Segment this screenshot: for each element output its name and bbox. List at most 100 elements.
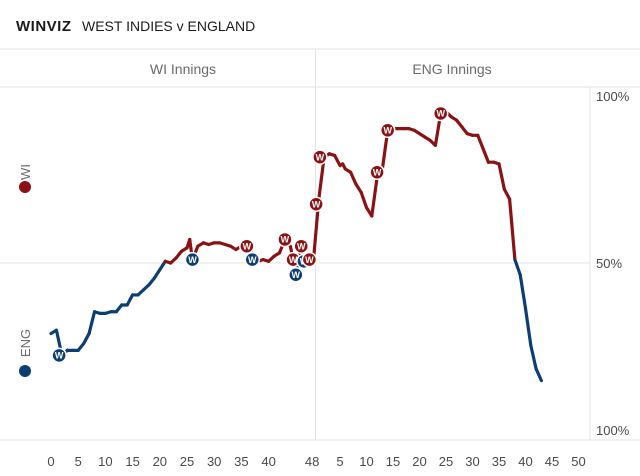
x-tick-label: 35: [492, 454, 506, 469]
series-line-segment: [534, 367, 544, 383]
wicket-circle: [308, 196, 324, 212]
wicket-circle: [432, 105, 449, 122]
series-line-segment: [481, 147, 490, 164]
series-line-segment: [152, 268, 162, 280]
wicket-label: W: [243, 241, 252, 251]
x-tick-label: 15: [386, 454, 400, 469]
series-line-segment: [502, 187, 512, 201]
y-label-top: 100%: [596, 89, 630, 104]
series-line-segment: [349, 170, 358, 186]
wicket-marker: W: [184, 251, 201, 268]
series-line-segment: [333, 153, 342, 168]
wicket-marker: W: [301, 251, 318, 268]
series-line-segment: [82, 331, 91, 346]
probability-lines: [49, 110, 544, 383]
wicket-label: W: [297, 241, 306, 251]
innings-label-eng: ENG Innings: [412, 61, 491, 77]
x-tick-label: 25: [439, 454, 453, 469]
match-title: WEST INDIES v ENGLAND: [82, 18, 255, 34]
x-tick-label: 0: [47, 454, 54, 469]
series-line-segment: [359, 190, 369, 210]
x-axis-ticks: 0 5 10 15 20 25 30 35 40 48 5 10 15 20 25 30 35 40 45 50: [47, 454, 585, 469]
wicket-circle: [301, 251, 318, 268]
wicket-label: W: [281, 235, 290, 245]
wicket-marker: W: [51, 347, 67, 364]
wicket-circle: [51, 347, 67, 364]
x-tick-label: 5: [336, 454, 343, 469]
series-line-segment: [513, 258, 522, 277]
wicket-marker: W: [432, 105, 449, 122]
wicket-marker: W: [244, 251, 261, 268]
team-label-wi: WI: [18, 164, 33, 180]
wicket-label: W: [316, 152, 325, 162]
series-line-segment: [476, 133, 485, 151]
wicket-circle: [369, 164, 385, 181]
series-line-segment: [508, 197, 517, 262]
wicket-label: W: [248, 255, 257, 265]
team-dot-eng: [19, 365, 31, 377]
wicket-label: W: [373, 167, 382, 177]
wicket-circle: [239, 238, 255, 254]
team-key: WI ENG: [18, 164, 33, 377]
x-tick-label: 48: [305, 454, 319, 469]
wicket-circle: [277, 231, 293, 248]
wicket-circle: [379, 122, 396, 139]
x-tick-label: 20: [412, 454, 426, 469]
x-tick-label: 30: [465, 454, 479, 469]
wicket-label: W: [383, 125, 392, 135]
x-tick-label: 40: [261, 454, 275, 469]
series-line-segment: [125, 293, 135, 307]
wicket-label: W: [312, 199, 321, 209]
brand-title: WINVIZ: [16, 18, 72, 35]
wicket-label: W: [436, 109, 445, 119]
wicket-marker: W: [288, 267, 304, 283]
header: WINVIZ WEST INDIES v ENGLAND: [16, 18, 255, 35]
wicket-label: W: [55, 351, 64, 361]
series-line-segment: [354, 182, 363, 195]
wicket-markers: WWWWWWWWWWWWWWW: [51, 105, 449, 364]
innings-label-wi: WI Innings: [150, 61, 216, 77]
x-tick-label: 20: [153, 454, 167, 469]
wicket-circle: [184, 251, 201, 268]
background-layer: [0, 49, 640, 441]
wicket-marker: W: [369, 164, 385, 181]
wicket-label: W: [305, 255, 314, 265]
wicket-label: W: [289, 255, 298, 265]
wicket-circle: [244, 251, 261, 268]
wicket-marker: W: [293, 238, 309, 254]
wicket-label: W: [292, 270, 301, 280]
x-tick-label: 50: [571, 454, 585, 469]
x-tick-label: 35: [234, 454, 248, 469]
y-label-mid: 50%: [596, 256, 622, 271]
x-tick-label: 5: [75, 454, 82, 469]
y-label-bottom: 100%: [596, 423, 630, 438]
wicket-circle: [312, 149, 328, 165]
series-line-segment: [529, 343, 538, 371]
wicket-marker: W: [379, 122, 396, 139]
team-dot-wi: [19, 181, 31, 193]
x-tick-label: 10: [98, 454, 112, 469]
series-line-segment: [158, 259, 167, 272]
wicket-circle: [288, 267, 304, 283]
series-line-segment: [87, 310, 97, 336]
wicket-circle: [293, 238, 309, 254]
team-label-eng: ENG: [18, 329, 33, 357]
wicket-marker: W: [308, 196, 324, 212]
series-line-segment: [497, 162, 506, 191]
x-tick-label: 30: [207, 454, 221, 469]
wicket-label: W: [188, 255, 197, 265]
series-line-segment: [317, 155, 326, 201]
series-line-segment: [518, 273, 528, 310]
series-line-segment: [370, 175, 379, 218]
wicket-marker: W: [239, 238, 255, 254]
x-tick-label: 25: [180, 454, 194, 469]
x-tick-label: 10: [359, 454, 373, 469]
x-tick-label: 15: [125, 454, 139, 469]
wicket-marker: W: [277, 231, 293, 248]
x-tick-label: 45: [545, 454, 559, 469]
x-tick-label: 40: [518, 454, 532, 469]
series-line-segment: [523, 306, 533, 347]
wicket-marker: W: [312, 149, 328, 165]
